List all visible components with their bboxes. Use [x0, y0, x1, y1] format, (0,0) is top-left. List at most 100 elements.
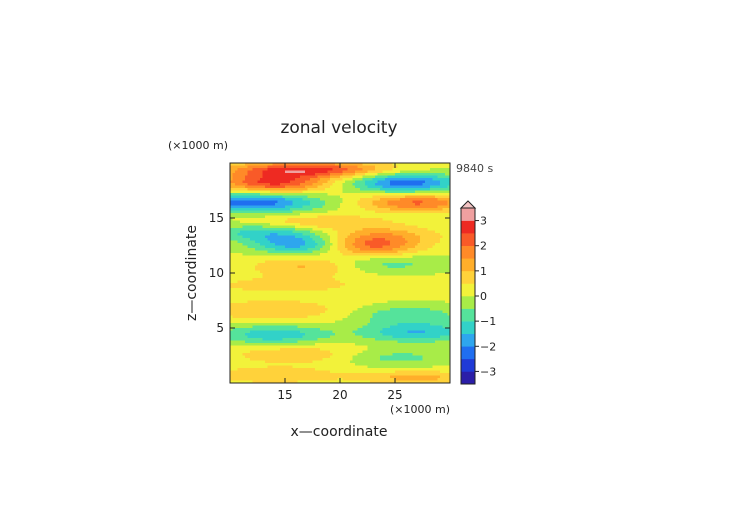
- heatmap-cell: [395, 220, 398, 224]
- heatmap-cell: [280, 263, 283, 266]
- heatmap-cell: [272, 253, 276, 256]
- heatmap-cell: [425, 173, 428, 176]
- heatmap-cell: [232, 270, 236, 274]
- heatmap-cell: [342, 268, 346, 271]
- heatmap-cell: [335, 198, 338, 201]
- heatmap-cell: [330, 263, 333, 266]
- heatmap-cell: [427, 270, 431, 274]
- heatmap-cell: [342, 185, 346, 189]
- heatmap-cell: [435, 270, 438, 274]
- heatmap-cell: [372, 163, 376, 166]
- heatmap-cell: [437, 255, 441, 259]
- heatmap-cell: [442, 233, 446, 236]
- heatmap-cell: [257, 208, 261, 211]
- heatmap-cell: [447, 225, 451, 229]
- heatmap-cell: [392, 175, 396, 179]
- heatmap-cell: [320, 183, 323, 186]
- heatmap-cell: [385, 228, 388, 231]
- heatmap-cell: [415, 190, 418, 194]
- heatmap-cell: [385, 188, 388, 191]
- heatmap-cell: [440, 210, 443, 214]
- heatmap-cell: [352, 210, 356, 214]
- heatmap-cell: [340, 293, 343, 296]
- heatmap-cell: [352, 170, 356, 174]
- heatmap-cell: [345, 218, 348, 221]
- heatmap-cell: [235, 258, 238, 261]
- heatmap-cell: [395, 253, 398, 256]
- heatmap-cell: [310, 200, 313, 204]
- heatmap-cell: [410, 213, 413, 216]
- heatmap-cell: [312, 283, 316, 286]
- heatmap-cell: [417, 193, 421, 196]
- heatmap-cell: [272, 208, 276, 211]
- heatmap-cell: [375, 225, 378, 229]
- heatmap-cell: [265, 163, 268, 166]
- heatmap-cell: [380, 258, 383, 261]
- heatmap-cell: [445, 283, 448, 286]
- heatmap-cell: [245, 218, 248, 221]
- heatmap-cell: [342, 165, 346, 169]
- heatmap-cell: [357, 208, 361, 211]
- heatmap-cell: [370, 233, 373, 236]
- heatmap-cell: [312, 183, 316, 186]
- heatmap-cell: [255, 213, 258, 216]
- heatmap-cell: [350, 290, 353, 294]
- heatmap-cell: [412, 253, 416, 256]
- heatmap-cell: [262, 280, 266, 284]
- heatmap-cell: [302, 240, 306, 244]
- heatmap-cell: [407, 203, 411, 206]
- heatmap-cell: [357, 293, 361, 296]
- heatmap-cell: [392, 235, 396, 239]
- heatmap-cell: [282, 275, 286, 279]
- heatmap-cell: [385, 258, 388, 261]
- heatmap-cell: [365, 273, 368, 276]
- heatmap-cell: [417, 235, 421, 239]
- heatmap-cell: [342, 168, 346, 171]
- heatmap-cell: [382, 223, 386, 226]
- heatmap-cell: [247, 185, 251, 189]
- heatmap-cell: [287, 205, 291, 209]
- heatmap-cell: [290, 265, 293, 269]
- heatmap-cell: [360, 168, 363, 171]
- heatmap-cell: [425, 268, 428, 271]
- heatmap-cell: [310, 255, 313, 259]
- heatmap-cell: [310, 298, 313, 301]
- heatmap-cell: [237, 273, 241, 276]
- heatmap-cell: [347, 163, 351, 166]
- heatmap-cell: [415, 188, 418, 191]
- heatmap-cell: [392, 185, 396, 189]
- heatmap-cell: [365, 223, 368, 226]
- heatmap-cell: [425, 185, 428, 189]
- heatmap-cell: [437, 163, 441, 166]
- heatmap-cell: [262, 265, 266, 269]
- heatmap-cell: [400, 230, 403, 234]
- heatmap-cell: [355, 233, 358, 236]
- heatmap-cell: [400, 265, 403, 269]
- heatmap-cell: [295, 290, 298, 294]
- heatmap-cell: [367, 173, 371, 176]
- heatmap-cell: [440, 280, 443, 284]
- heatmap-cell: [422, 260, 426, 264]
- heatmap-cell: [380, 198, 383, 201]
- heatmap-cell: [370, 260, 373, 264]
- heatmap-cell: [337, 265, 341, 269]
- heatmap-cell: [425, 260, 428, 264]
- heatmap-cell: [367, 203, 371, 206]
- heatmap-cell: [270, 208, 273, 211]
- heatmap-cell: [390, 205, 393, 209]
- heatmap-cell: [447, 293, 451, 296]
- heatmap-cell: [322, 228, 326, 231]
- heatmap-cell: [245, 228, 248, 231]
- heatmap-cell: [395, 198, 398, 201]
- heatmap-cell: [412, 290, 416, 294]
- heatmap-cell: [415, 240, 418, 244]
- heatmap-cell: [440, 175, 443, 179]
- heatmap-cell: [357, 170, 361, 174]
- heatmap-cell: [317, 183, 321, 186]
- heatmap-cell: [340, 278, 343, 281]
- heatmap-cell: [360, 220, 363, 224]
- heatmap-cell: [230, 243, 233, 246]
- heatmap-cell: [257, 255, 261, 259]
- heatmap-cell: [305, 185, 308, 189]
- heatmap-cell: [252, 223, 256, 226]
